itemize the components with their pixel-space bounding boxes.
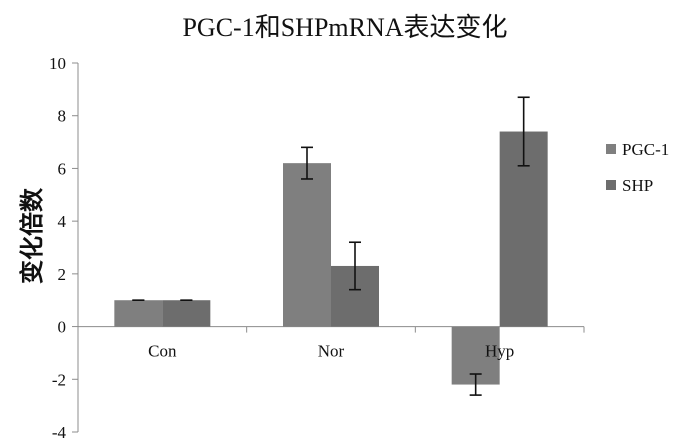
chart-title: PGC-1和SHPmRNA表达变化 bbox=[182, 13, 507, 42]
legend: PGC-1 SHP bbox=[606, 140, 669, 195]
bar-pgc-1-con bbox=[114, 300, 163, 327]
y-axis-title: 变化倍数 bbox=[18, 187, 46, 284]
y-tick-label: 6 bbox=[58, 159, 67, 178]
x-category-label: Hyp bbox=[485, 342, 514, 361]
legend-swatch bbox=[606, 144, 616, 154]
y-tick-label: -2 bbox=[52, 370, 66, 389]
plot-area: -4 -2 0 2 4 6 8 10 Con Nor Hyp bbox=[49, 54, 585, 442]
y-tick-label: 10 bbox=[49, 54, 66, 73]
legend-label: PGC-1 bbox=[622, 140, 669, 159]
y-tick-label: 8 bbox=[58, 107, 67, 126]
y-tick-label: 0 bbox=[58, 318, 67, 337]
bar-shp-con bbox=[162, 300, 211, 327]
y-tick-label: 2 bbox=[58, 265, 67, 284]
bar-pgc-1-nor bbox=[283, 163, 331, 327]
x-category-label: Nor bbox=[318, 342, 345, 361]
x-category-label: Con bbox=[148, 342, 177, 361]
legend-label: SHP bbox=[622, 176, 653, 195]
y-tick-label: 4 bbox=[58, 212, 67, 231]
legend-swatch bbox=[606, 180, 616, 190]
y-tick-label: -4 bbox=[52, 423, 67, 442]
